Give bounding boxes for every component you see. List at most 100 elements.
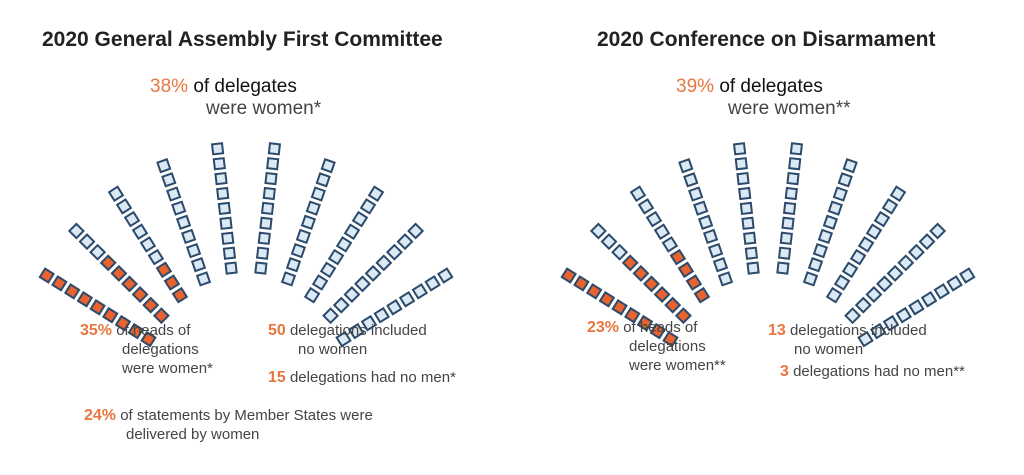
headline-text-2: were women** <box>728 98 851 119</box>
seat <box>131 223 149 240</box>
seat <box>873 210 891 228</box>
seat <box>907 243 925 261</box>
seat-woman <box>621 254 639 272</box>
stat-value: 3 <box>780 363 789 380</box>
seat <box>857 236 875 253</box>
seat <box>224 261 238 275</box>
seat <box>918 233 936 251</box>
seat <box>832 186 848 202</box>
seat-woman <box>653 286 671 303</box>
seat-woman <box>38 267 55 284</box>
seat-woman <box>51 275 68 292</box>
seat-woman <box>142 296 160 314</box>
seat <box>734 157 748 171</box>
seat <box>311 274 329 291</box>
seat <box>946 275 963 292</box>
seat <box>367 185 385 202</box>
seat <box>411 283 429 300</box>
seat <box>360 314 378 332</box>
seat <box>693 200 709 216</box>
seat <box>222 246 237 260</box>
seat <box>788 157 802 171</box>
seat <box>280 271 297 287</box>
seat <box>744 246 759 260</box>
stat-no-women: 50 delegations included no women <box>268 321 427 359</box>
seat <box>777 246 792 260</box>
seat <box>743 231 757 245</box>
seat <box>833 274 851 291</box>
stat-heads: 35% of heads of delegations were women* <box>80 321 213 378</box>
seat <box>717 271 734 287</box>
seat-diagram <box>560 142 976 348</box>
seat <box>398 291 416 308</box>
seat <box>267 142 282 156</box>
seat <box>180 228 197 245</box>
seat <box>746 261 760 275</box>
seat <box>156 158 172 174</box>
seat <box>327 248 345 266</box>
stat-text: delegations had no men** <box>793 363 965 380</box>
chart-title: 2020 General Assembly First Committee <box>42 28 443 51</box>
seat <box>789 142 804 156</box>
seat <box>895 306 912 324</box>
seat <box>190 257 207 273</box>
seat-woman <box>163 274 181 291</box>
seat <box>175 214 192 230</box>
seat <box>776 261 790 275</box>
seat <box>825 286 843 304</box>
headline-text-2: were women* <box>206 98 322 119</box>
seat <box>869 322 887 340</box>
seat <box>214 171 228 186</box>
seat-woman <box>664 296 682 314</box>
stat-no-men: 3 delegations had no men** <box>780 362 965 381</box>
seat <box>375 254 393 272</box>
seat <box>407 222 425 240</box>
seat-woman <box>121 275 138 293</box>
stat-value: 35% <box>80 322 113 339</box>
seat-woman <box>127 322 145 340</box>
seat <box>897 254 915 272</box>
seat <box>959 267 976 284</box>
seat-woman <box>693 286 711 304</box>
seat <box>354 275 371 293</box>
seat <box>712 257 729 273</box>
seat <box>303 286 321 304</box>
seat <box>285 257 302 273</box>
seat <box>216 186 230 201</box>
seat-woman <box>685 274 703 291</box>
seat <box>881 198 899 215</box>
seat <box>600 233 618 251</box>
seat <box>807 257 824 273</box>
seat <box>259 216 273 230</box>
seat-woman <box>632 264 650 282</box>
seat <box>589 222 607 240</box>
seat <box>67 222 85 240</box>
seat <box>310 186 326 202</box>
seat <box>739 201 754 216</box>
seat <box>629 185 647 202</box>
seat <box>123 210 141 228</box>
seat <box>822 214 839 230</box>
seat <box>857 330 874 348</box>
seat <box>295 228 312 245</box>
seat <box>343 223 361 240</box>
seat <box>147 248 165 266</box>
seat <box>637 198 655 215</box>
seat <box>736 171 750 186</box>
seat <box>351 210 369 228</box>
seat <box>437 267 454 284</box>
seat <box>933 283 951 300</box>
seat <box>107 185 125 202</box>
seat <box>678 158 694 174</box>
stat-value: 15 <box>268 369 286 386</box>
headline-value: 39% <box>676 76 715 97</box>
seat <box>865 223 883 240</box>
seat <box>842 158 858 174</box>
seat <box>335 330 352 348</box>
seat <box>290 242 307 259</box>
seat <box>161 172 177 188</box>
seat <box>319 261 337 279</box>
seat <box>219 216 233 230</box>
seat <box>854 296 872 314</box>
stat-no-men: 15 delegations had no men* <box>268 368 456 387</box>
